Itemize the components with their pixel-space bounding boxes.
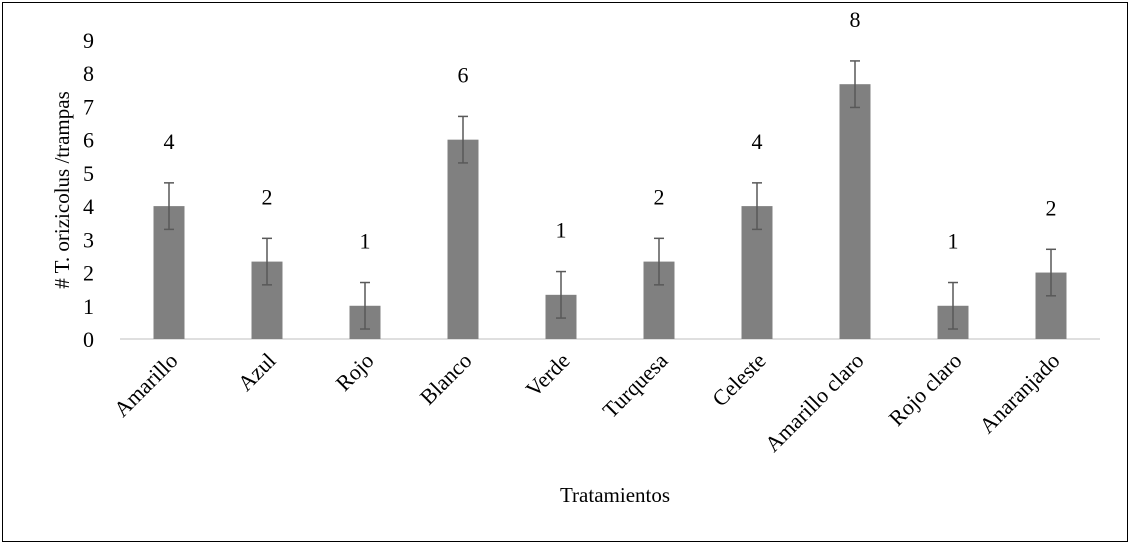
error-bar [948,281,958,330]
error-bar [262,237,272,286]
error-bars [164,60,1056,330]
bar [447,139,479,339]
y-axis-title: # T. orizicolus /trampas [50,91,74,289]
x-tick-label: Celeste [707,348,770,411]
x-tick-label: Rojo claro [884,348,967,431]
x-tick-label: Azul [233,348,281,396]
data-label: 6 [458,62,469,87]
data-label: 4 [164,129,175,154]
y-tick-label: 5 [83,161,94,186]
y-tick-label: 9 [83,28,94,53]
x-tick-label: Blanco [415,348,477,410]
x-tick-label: Anaranjado [974,348,1064,438]
error-bar [654,237,664,286]
data-label: 2 [654,184,665,209]
data-label: 1 [948,229,959,254]
x-tick-label: Rojo [331,348,379,396]
data-label: 4 [752,129,763,154]
x-tick-label: Amarillo claro [760,348,869,457]
x-axis-ticks: Amarillo Azul Rojo Blanco Verde Turquesa Celes… [109,348,1065,457]
x-tick-label: Verde [521,348,575,402]
y-tick-label: 6 [83,128,94,153]
data-label: 1 [556,218,567,243]
y-axis-ticks: 0 1 2 3 4 5 6 7 8 9 [83,28,94,352]
bars [153,84,1067,340]
data-label: 2 [1046,195,1057,220]
data-label: 8 [850,7,861,32]
y-tick-label: 1 [83,294,94,319]
y-tick-label: 4 [83,194,94,219]
y-tick-label: 8 [83,61,94,86]
x-tick-label: Turquesa [598,348,673,423]
bar [839,84,871,340]
error-bar [1046,248,1056,297]
y-tick-label: 0 [83,327,94,352]
error-bar [556,270,566,319]
y-tick-label: 2 [83,261,94,286]
error-bar [458,115,468,164]
error-bar [164,182,174,231]
x-axis-title: Tratamientos [560,483,670,507]
x-tick-label: Amarillo [109,348,183,422]
data-label: 2 [262,184,273,209]
data-label: 1 [360,229,371,254]
error-bar [850,60,860,109]
error-bar [752,182,762,231]
error-bar [360,281,370,330]
y-tick-label: 7 [83,94,94,119]
y-tick-label: 3 [83,227,94,252]
